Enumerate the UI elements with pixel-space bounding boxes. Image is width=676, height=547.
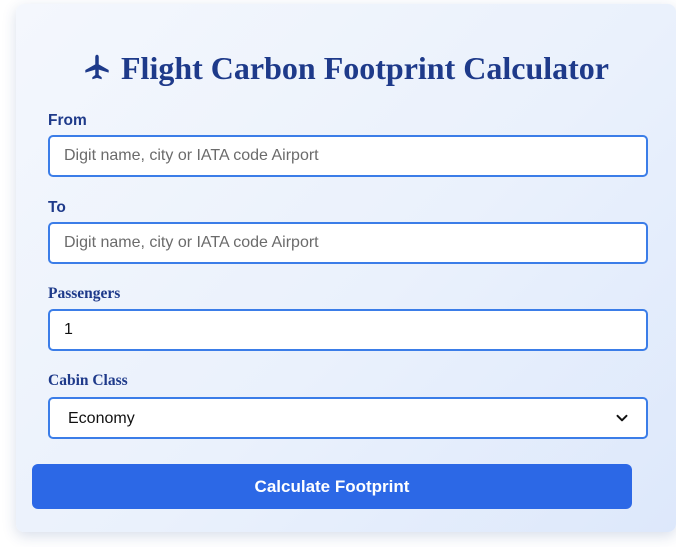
passengers-label: Passengers bbox=[48, 285, 121, 302]
page-title: Flight Carbon Footprint Calculator bbox=[16, 48, 676, 88]
to-airport-input[interactable] bbox=[48, 222, 648, 264]
airplane-icon bbox=[83, 53, 111, 81]
passengers-input[interactable] bbox=[48, 309, 648, 351]
from-airport-input[interactable] bbox=[48, 135, 648, 177]
page-title-text: Flight Carbon Footprint Calculator bbox=[121, 50, 609, 86]
from-label: From bbox=[48, 112, 87, 129]
to-label: To bbox=[48, 199, 66, 216]
cabin-class-select[interactable]: Economy bbox=[48, 397, 648, 439]
calculate-footprint-button[interactable]: Calculate Footprint bbox=[32, 464, 632, 509]
cabin-class-label: Cabin Class bbox=[48, 372, 128, 389]
calculator-card: Flight Carbon Footprint Calculator From … bbox=[16, 4, 676, 532]
